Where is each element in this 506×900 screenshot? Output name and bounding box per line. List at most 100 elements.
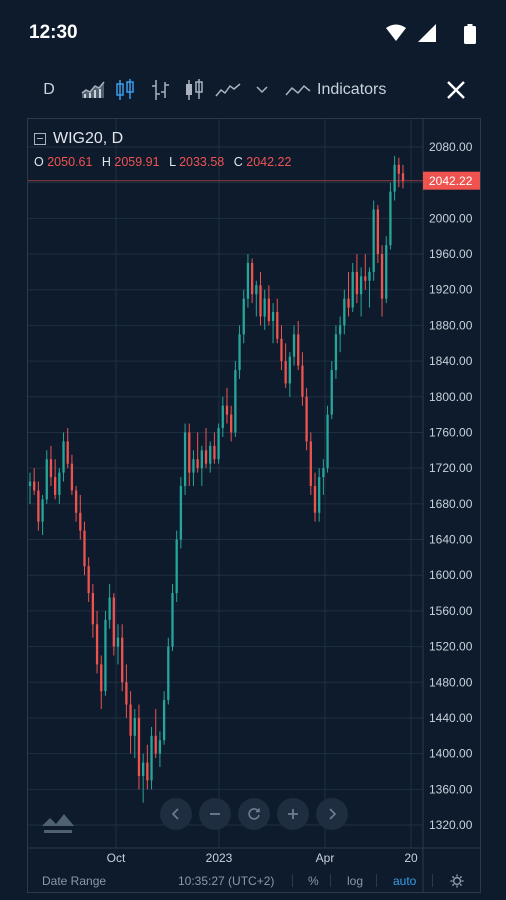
candle-body xyxy=(255,285,258,295)
legend-collapse-icon[interactable] xyxy=(34,133,46,145)
candle-body xyxy=(284,361,287,384)
candle-body xyxy=(45,459,48,500)
candle-body xyxy=(95,624,99,665)
candle-body xyxy=(167,646,170,701)
candle-body xyxy=(330,370,333,415)
candle-body xyxy=(150,735,153,781)
low-label: L xyxy=(169,155,176,169)
candle-body xyxy=(62,441,65,473)
candle-body xyxy=(196,459,199,469)
candle-body xyxy=(74,490,78,513)
auto-toggle[interactable]: auto xyxy=(393,873,417,888)
time-zone-readout[interactable]: 10:35:27 (UTC+2) xyxy=(178,873,275,888)
y-tick-label: 1920.00 xyxy=(429,283,473,297)
candle-body xyxy=(41,499,44,522)
y-tick-label: 1880.00 xyxy=(429,318,473,332)
zoom-in-icon xyxy=(288,809,298,819)
zoom-out-button[interactable] xyxy=(199,798,231,830)
chart-area[interactable] xyxy=(27,118,481,893)
x-tick-label: Apr xyxy=(316,851,335,865)
candle-body xyxy=(372,209,375,272)
zoom-in-button[interactable] xyxy=(277,798,309,830)
candle-body xyxy=(104,619,107,692)
gear-icon xyxy=(450,874,464,887)
candle-body xyxy=(334,334,338,371)
candle-body xyxy=(53,477,57,495)
candle-body xyxy=(401,173,405,181)
candle-body xyxy=(116,637,120,647)
y-tick-label: 1800.00 xyxy=(429,390,473,404)
candle-body xyxy=(343,298,346,326)
battery-icon xyxy=(464,24,476,44)
candles-icon[interactable] xyxy=(115,68,135,112)
scroll-left-button[interactable] xyxy=(160,798,192,830)
candle-body xyxy=(133,717,136,736)
scroll-left-icon xyxy=(171,808,179,820)
candle-body xyxy=(192,459,195,473)
high-value: 2059.91 xyxy=(114,155,160,169)
candle-body xyxy=(380,254,384,299)
candle-body xyxy=(389,191,392,246)
close-icon xyxy=(447,81,465,99)
candle-body xyxy=(179,486,183,540)
chart-settings-button[interactable] xyxy=(450,868,464,893)
chevron-down-icon[interactable] xyxy=(253,68,271,112)
candle-body xyxy=(221,405,224,429)
scroll-right-button[interactable] xyxy=(316,798,348,830)
log-toggle[interactable]: log xyxy=(347,873,364,888)
candle-body xyxy=(250,262,254,295)
candle-body xyxy=(242,298,245,335)
divider xyxy=(432,874,433,887)
candle-body xyxy=(385,245,388,299)
reset-button[interactable] xyxy=(238,798,270,830)
status-bar: 12:30 xyxy=(0,0,506,68)
y-tick-label: 1760.00 xyxy=(429,425,473,439)
x-tick-label: 2023 xyxy=(206,851,233,865)
candle-body xyxy=(397,164,400,174)
indicators-label: Indicators xyxy=(317,81,387,98)
candle-body xyxy=(276,312,279,339)
candle-body xyxy=(292,334,296,357)
candle-body xyxy=(347,298,350,308)
date-range-button[interactable]: Date Range xyxy=(42,873,107,888)
candle-body xyxy=(225,405,229,415)
high-label: H xyxy=(101,155,111,169)
candle-body xyxy=(121,637,124,683)
line-chart-icon[interactable] xyxy=(215,68,241,112)
x-tick-label: 20 xyxy=(404,851,418,865)
area-chart-icon[interactable] xyxy=(80,68,106,112)
close-button[interactable] xyxy=(444,68,468,112)
interval-button[interactable]: D xyxy=(43,81,55,98)
last-price-label-bg xyxy=(423,171,480,190)
legend-title: WIG20, D xyxy=(34,130,123,148)
candle-body xyxy=(301,365,304,397)
candle-body xyxy=(70,463,74,491)
candle-body xyxy=(125,682,128,705)
candle-body xyxy=(238,334,241,371)
candle-body xyxy=(313,486,317,513)
candle-body xyxy=(318,477,321,513)
hollow-candles-icon[interactable] xyxy=(184,68,204,112)
y-tick-label: 1640.00 xyxy=(429,533,473,547)
bars-icon[interactable] xyxy=(149,68,171,112)
percent-toggle[interactable]: % xyxy=(308,873,319,888)
candle-body xyxy=(79,512,82,531)
candle-body xyxy=(204,450,208,464)
candle-body xyxy=(83,530,86,567)
y-tick-label: 2000.00 xyxy=(429,211,473,225)
y-tick-label: 1320.00 xyxy=(429,818,473,832)
wifi-icon xyxy=(386,24,406,41)
last-price-label: 2042.22 xyxy=(429,174,473,188)
candle-body xyxy=(162,700,166,741)
y-tick-label: 1440.00 xyxy=(429,711,473,725)
candle-body xyxy=(154,735,157,754)
scroll-right-icon xyxy=(329,808,337,820)
candle-body xyxy=(230,414,233,433)
candle-body xyxy=(217,428,220,460)
y-tick-label: 2080.00 xyxy=(429,140,473,154)
indicators-button[interactable]: Indicators xyxy=(285,68,395,112)
candle-body xyxy=(297,334,300,366)
candle-body xyxy=(183,432,187,486)
y-tick-label: 1360.00 xyxy=(429,782,473,796)
